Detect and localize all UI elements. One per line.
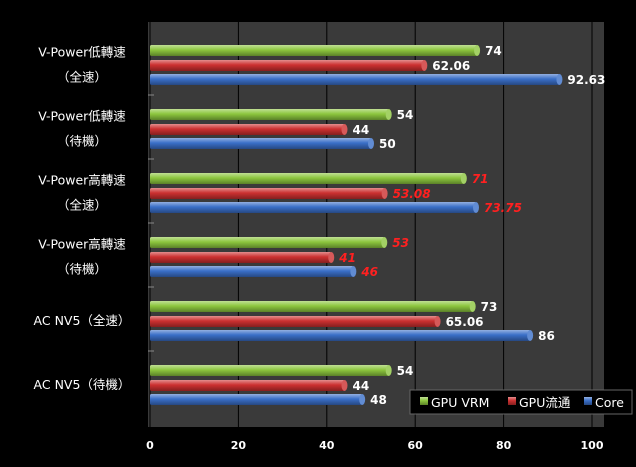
data-label: 54 xyxy=(397,364,414,378)
bar-cap xyxy=(434,316,441,327)
category-label: AC NV5（待機） xyxy=(34,377,131,392)
data-label: 62.06 xyxy=(432,59,470,73)
data-label: 53.08 xyxy=(393,187,431,201)
bar-gpu流通-2 xyxy=(150,124,345,135)
bar-cap xyxy=(460,173,467,184)
x-tick-label: 100 xyxy=(581,439,604,452)
bar-gpu-vrm-6 xyxy=(150,365,389,376)
data-label: 86 xyxy=(538,329,555,343)
data-label: 50 xyxy=(379,137,396,151)
bar-gpu-vrm-2 xyxy=(150,109,389,120)
legend-swatch xyxy=(584,397,592,405)
data-label: 65.06 xyxy=(446,315,484,329)
x-tick-label: 40 xyxy=(319,439,335,452)
legend: GPU VRM GPU流通 Core xyxy=(409,389,633,415)
bar-cap xyxy=(469,301,476,312)
category-separators xyxy=(148,94,154,352)
bar-cap xyxy=(474,45,481,56)
data-label: 71 xyxy=(472,172,489,186)
legend-label: GPU流通 xyxy=(519,395,571,410)
bar-cap xyxy=(385,109,392,120)
bar-cap xyxy=(341,380,348,391)
bar-gpu流通-5 xyxy=(150,316,438,327)
data-label: 46 xyxy=(360,265,378,279)
bar-gpu-vrm-3 xyxy=(150,173,464,184)
bar-cap xyxy=(341,124,348,135)
x-tick-label: 20 xyxy=(231,439,247,452)
bar-gpu-vrm-5 xyxy=(150,301,473,312)
bar-core-5 xyxy=(150,330,531,341)
data-label: 44 xyxy=(352,379,369,393)
bar-core-1 xyxy=(150,74,560,85)
data-labels: 74 62.06 92.63 54 44 50 71 53.08 73.75 53 41 46 7365… xyxy=(338,44,605,407)
category-label: （全速） xyxy=(57,198,107,213)
x-axis: 0 20 40 60 80 100 xyxy=(146,439,604,452)
data-label: 74 xyxy=(485,44,502,58)
category-label: V-Power低轉速 xyxy=(38,45,126,60)
category-label: AC NV5（全速） xyxy=(34,313,131,328)
bar-cap xyxy=(556,74,563,85)
x-tick-label: 80 xyxy=(496,439,512,452)
bar-cap xyxy=(359,394,366,405)
category-label: （待機） xyxy=(57,262,107,277)
legend-swatch xyxy=(420,397,428,405)
bar-cap xyxy=(421,60,428,71)
data-label: 73 xyxy=(481,300,498,314)
category-label: （全速） xyxy=(57,70,107,85)
bar-core-4 xyxy=(150,266,354,277)
gridlines xyxy=(149,22,593,427)
bar-gpu-vrm-4 xyxy=(150,237,385,248)
bar-cap xyxy=(328,252,335,263)
legend-box xyxy=(409,389,633,415)
bar-cap xyxy=(472,202,479,213)
legend-label: Core xyxy=(595,395,624,410)
data-label: 44 xyxy=(352,123,369,137)
data-label: 53 xyxy=(392,236,409,250)
data-label: 48 xyxy=(370,393,387,407)
bar-gpu流通-6 xyxy=(150,380,345,391)
category-label: V-Power低轉速 xyxy=(38,109,126,124)
category-label: V-Power高轉速 xyxy=(38,173,126,188)
bar-gpu流通-1 xyxy=(150,60,425,71)
x-tick-label: 60 xyxy=(408,439,424,452)
bar-gpu流通-4 xyxy=(150,252,332,263)
category-label: （待機） xyxy=(57,134,107,149)
data-label: 73.75 xyxy=(484,201,522,215)
bar-core-2 xyxy=(150,138,371,149)
bar-cap xyxy=(385,365,392,376)
bar-cap xyxy=(368,138,374,149)
x-tick-label: 0 xyxy=(146,439,154,452)
bar-core-3 xyxy=(150,202,476,213)
legend-swatch xyxy=(508,397,516,405)
bar-cap xyxy=(527,330,534,341)
bar-cap xyxy=(350,266,357,277)
bar-core-6 xyxy=(150,394,363,405)
category-labels: V-Power低轉速 （全速） V-Power低轉速 （待機） V-Power高轉速 （全… xyxy=(34,45,131,393)
data-label: 54 xyxy=(397,108,414,122)
legend-label: GPU VRM xyxy=(431,395,489,410)
bar-gpu-vrm-1 xyxy=(150,45,478,56)
category-label: V-Power高轉速 xyxy=(38,237,126,252)
data-label: 92.63 xyxy=(567,73,605,87)
bar-gpu流通-3 xyxy=(150,188,385,199)
bar-cap xyxy=(381,237,388,248)
bars xyxy=(150,45,563,405)
data-label: 41 xyxy=(338,251,356,265)
plot-area xyxy=(148,22,604,427)
bar-cap xyxy=(381,188,388,199)
